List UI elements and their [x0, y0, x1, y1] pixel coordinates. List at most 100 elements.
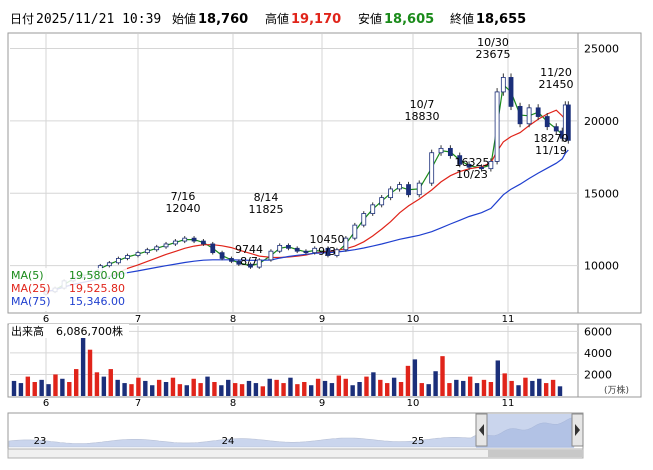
month-tick-label: 11 [502, 314, 515, 325]
volume-bar [156, 379, 162, 396]
annotation-line-2: 11825 [249, 203, 284, 216]
volume-bar [60, 378, 65, 396]
volume-bar [74, 369, 79, 396]
volume-bar [364, 376, 369, 396]
volume-tick-label: 4000 [584, 347, 612, 360]
candle-body [268, 250, 274, 261]
volume-bar [467, 376, 473, 396]
annotation-line-1: 10450 [310, 233, 345, 246]
candle-body [517, 105, 523, 125]
volume-bar [419, 383, 424, 396]
close-value: 18,655 [476, 12, 526, 27]
volume-bar [80, 327, 86, 396]
volume-bar [537, 378, 542, 396]
month-tick-label: 6 [43, 314, 49, 325]
annotation-line-2: 23675 [476, 48, 511, 61]
volume-label: 出来高 [11, 324, 44, 338]
volume-bar [205, 376, 210, 396]
ma-legend-value: 15,346.00 [69, 295, 125, 308]
volume-bar [302, 382, 307, 396]
volume-bar [115, 379, 120, 396]
candle-body [201, 240, 206, 245]
ma-legend-value: 19,525.80 [69, 282, 125, 295]
volume-bar [371, 372, 376, 396]
volume-bar [315, 378, 321, 396]
candle-body [210, 243, 216, 254]
candle-body [236, 260, 242, 265]
candle-body [106, 262, 112, 267]
candlestick-series [43, 73, 571, 296]
price-tick-label: 25000 [584, 42, 619, 55]
volume-bar [343, 378, 348, 396]
annotation-line-2: 9/3 [318, 245, 336, 258]
candle-body [294, 247, 300, 252]
volume-bar [523, 377, 528, 396]
candle-body [379, 197, 385, 206]
month-tick-label: 9 [319, 398, 325, 409]
volume-bar [129, 384, 134, 396]
price-y-axis: 25000 20000 15000 10000 [584, 42, 619, 272]
volume-bar [191, 378, 196, 396]
header-bar: 日付 2025/11/21 10:39 始値 18,760 高値 19,170 … [10, 11, 526, 27]
close-label: 終値 [450, 11, 474, 26]
month-tick-label: 10 [407, 398, 420, 409]
volume-unit: (万株) [604, 384, 629, 396]
candle-body [553, 126, 559, 132]
ma-legend-name: MA(25) [11, 282, 51, 295]
annotation-line-1: 11/20 [540, 66, 572, 79]
overview-selection[interactable] [476, 414, 574, 448]
volume-bar [150, 385, 155, 396]
candle-body [397, 184, 402, 190]
volume-bar [557, 386, 563, 396]
volume-bar [18, 383, 24, 396]
volume-bar [550, 379, 556, 396]
candle-body [438, 147, 444, 154]
datetime-value: 2025/11/21 10:39 [36, 12, 161, 27]
volume-bar [440, 356, 445, 396]
candle-body [488, 161, 494, 170]
candle-body [500, 77, 506, 93]
volume-bar [260, 386, 266, 396]
candle-body [163, 243, 169, 248]
annotation-line-2: 18830 [405, 110, 440, 123]
scrollbar-thumb[interactable] [488, 450, 583, 457]
volume-bar [474, 383, 480, 396]
candle-body [466, 163, 472, 168]
candle-body [191, 237, 197, 242]
volume-bar [239, 384, 245, 396]
candle-body [277, 244, 283, 252]
volume-bar [357, 382, 362, 396]
chevron-right-icon [575, 424, 580, 436]
volume-bar [177, 384, 183, 396]
candle-body [312, 247, 318, 254]
volume-bar [502, 373, 507, 396]
candle-body [144, 249, 150, 254]
low-value: 18,605 [384, 12, 434, 27]
candle-body [494, 91, 500, 162]
candle-body [352, 224, 358, 239]
high-value: 19,170 [291, 12, 341, 27]
low-label: 安値 [358, 11, 382, 26]
volume-bar [32, 382, 37, 396]
annotation-line-1: 8/14 [254, 191, 279, 204]
annotation-line-1: 10/30 [477, 36, 509, 49]
volume-tick-label: 6000 [584, 325, 612, 338]
volume-bar [336, 375, 342, 396]
candle-body [388, 188, 394, 199]
volume-bar [53, 374, 58, 396]
annotation-line-1: 10/7 [410, 98, 435, 111]
candle-body [229, 258, 234, 262]
month-tick-label: 7 [135, 314, 141, 325]
volume-total: 6,086,700株 [56, 324, 123, 338]
candle-body [565, 104, 571, 141]
overview-year-label: 24 [222, 436, 235, 447]
volume-bar [67, 382, 72, 396]
volume-bar [516, 385, 521, 396]
candle-body [535, 107, 541, 117]
candle-body [343, 237, 349, 251]
candle-body [406, 184, 411, 196]
candle-body [544, 116, 550, 128]
volume-bar [136, 377, 141, 396]
candle-body [154, 246, 160, 251]
